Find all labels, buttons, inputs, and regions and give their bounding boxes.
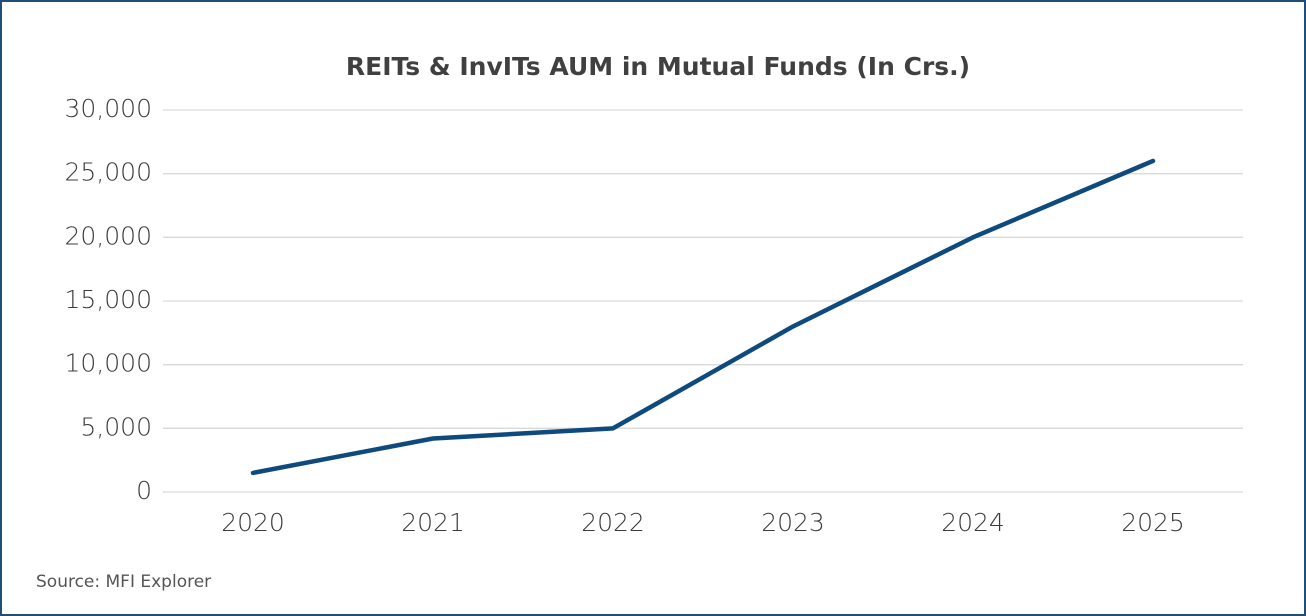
- x-tick-label: 2021: [401, 508, 465, 537]
- x-tick-label: 2024: [941, 508, 1005, 537]
- data-line: [250, 158, 1156, 476]
- x-tick-label: 2025: [1121, 508, 1185, 537]
- y-tick-label: 30,000: [65, 94, 152, 123]
- y-tick-label: 25,000: [65, 158, 152, 187]
- x-tick-label: 2023: [761, 508, 825, 537]
- x-tick-label: 2020: [221, 508, 285, 537]
- y-tick-label: 5,000: [80, 412, 152, 441]
- y-tick-label: 0: [136, 476, 152, 505]
- chart-title: REITs & InvITs AUM in Mutual Funds (In C…: [346, 52, 970, 81]
- y-tick-label: 15,000: [65, 285, 152, 314]
- source-note: Source: MFI Explorer: [36, 572, 211, 592]
- y-tick-label: 10,000: [65, 349, 152, 378]
- x-tick-label: 2022: [581, 508, 645, 537]
- y-tick-label: 20,000: [65, 221, 152, 250]
